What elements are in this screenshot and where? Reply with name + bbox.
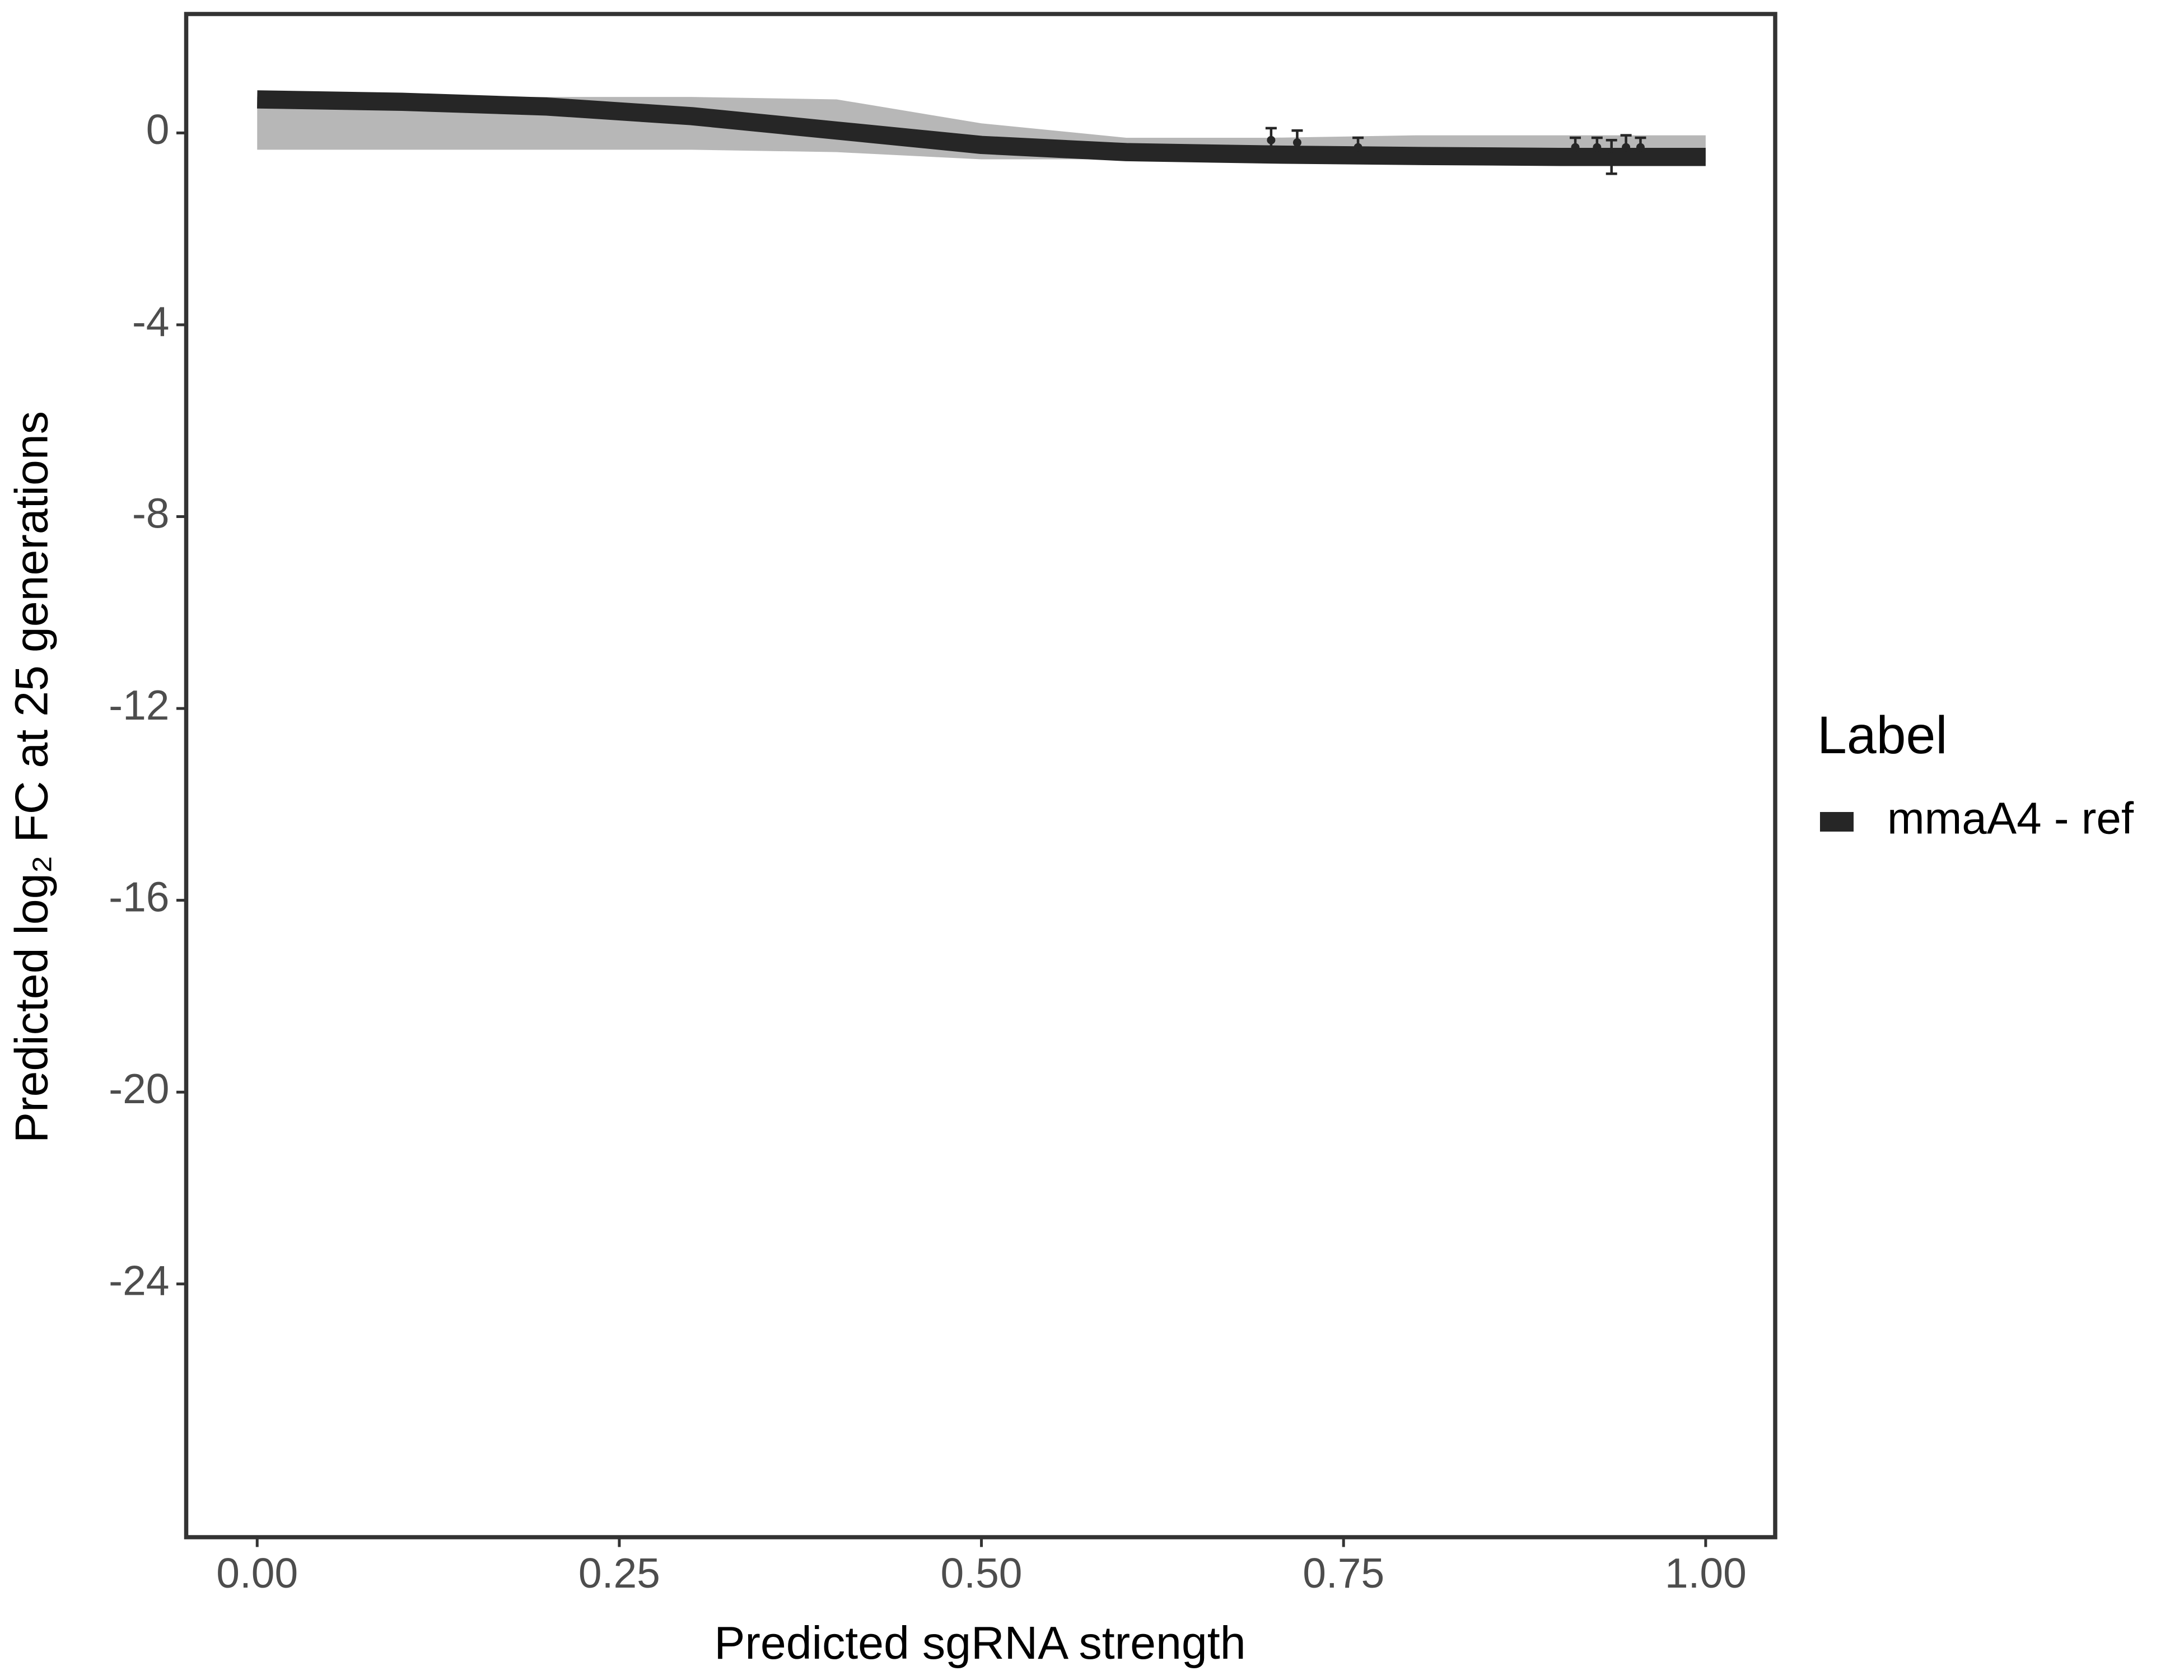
y-tick-label: -24 [109, 1257, 169, 1304]
data-point [1636, 143, 1645, 152]
x-axis-title: Predicted sgRNA strength [714, 1617, 1245, 1669]
data-point [1571, 143, 1580, 152]
x-tick-label: 0.00 [216, 1550, 298, 1597]
data-point [1593, 143, 1602, 152]
y-tick-label: -4 [132, 298, 170, 345]
y-axis-title: Predicted log₂ FC at 25 generations [6, 411, 57, 1143]
y-tick-label: -8 [132, 489, 170, 536]
legend-key [1820, 812, 1854, 832]
y-tick-label: -16 [109, 873, 169, 920]
x-tick-label: 1.00 [1665, 1550, 1747, 1597]
fit-line [256, 90, 1706, 166]
data-point [1292, 138, 1301, 147]
y-tick-label: -20 [109, 1065, 169, 1112]
y-tick-label: -12 [109, 682, 169, 729]
legend-title: Label [1817, 706, 1947, 765]
data-point [1267, 136, 1276, 144]
y-tick-label: 0 [146, 106, 170, 153]
data-point [1622, 143, 1631, 152]
data-point [1607, 152, 1616, 161]
panel-border [184, 12, 1777, 1539]
legend-label: mmaA4 - ref [1887, 794, 2134, 843]
data-point [1354, 143, 1362, 152]
x-tick-label: 0.75 [1303, 1550, 1384, 1597]
x-tick-label: 0.50 [941, 1550, 1023, 1597]
x-tick-label: 0.25 [578, 1550, 660, 1597]
